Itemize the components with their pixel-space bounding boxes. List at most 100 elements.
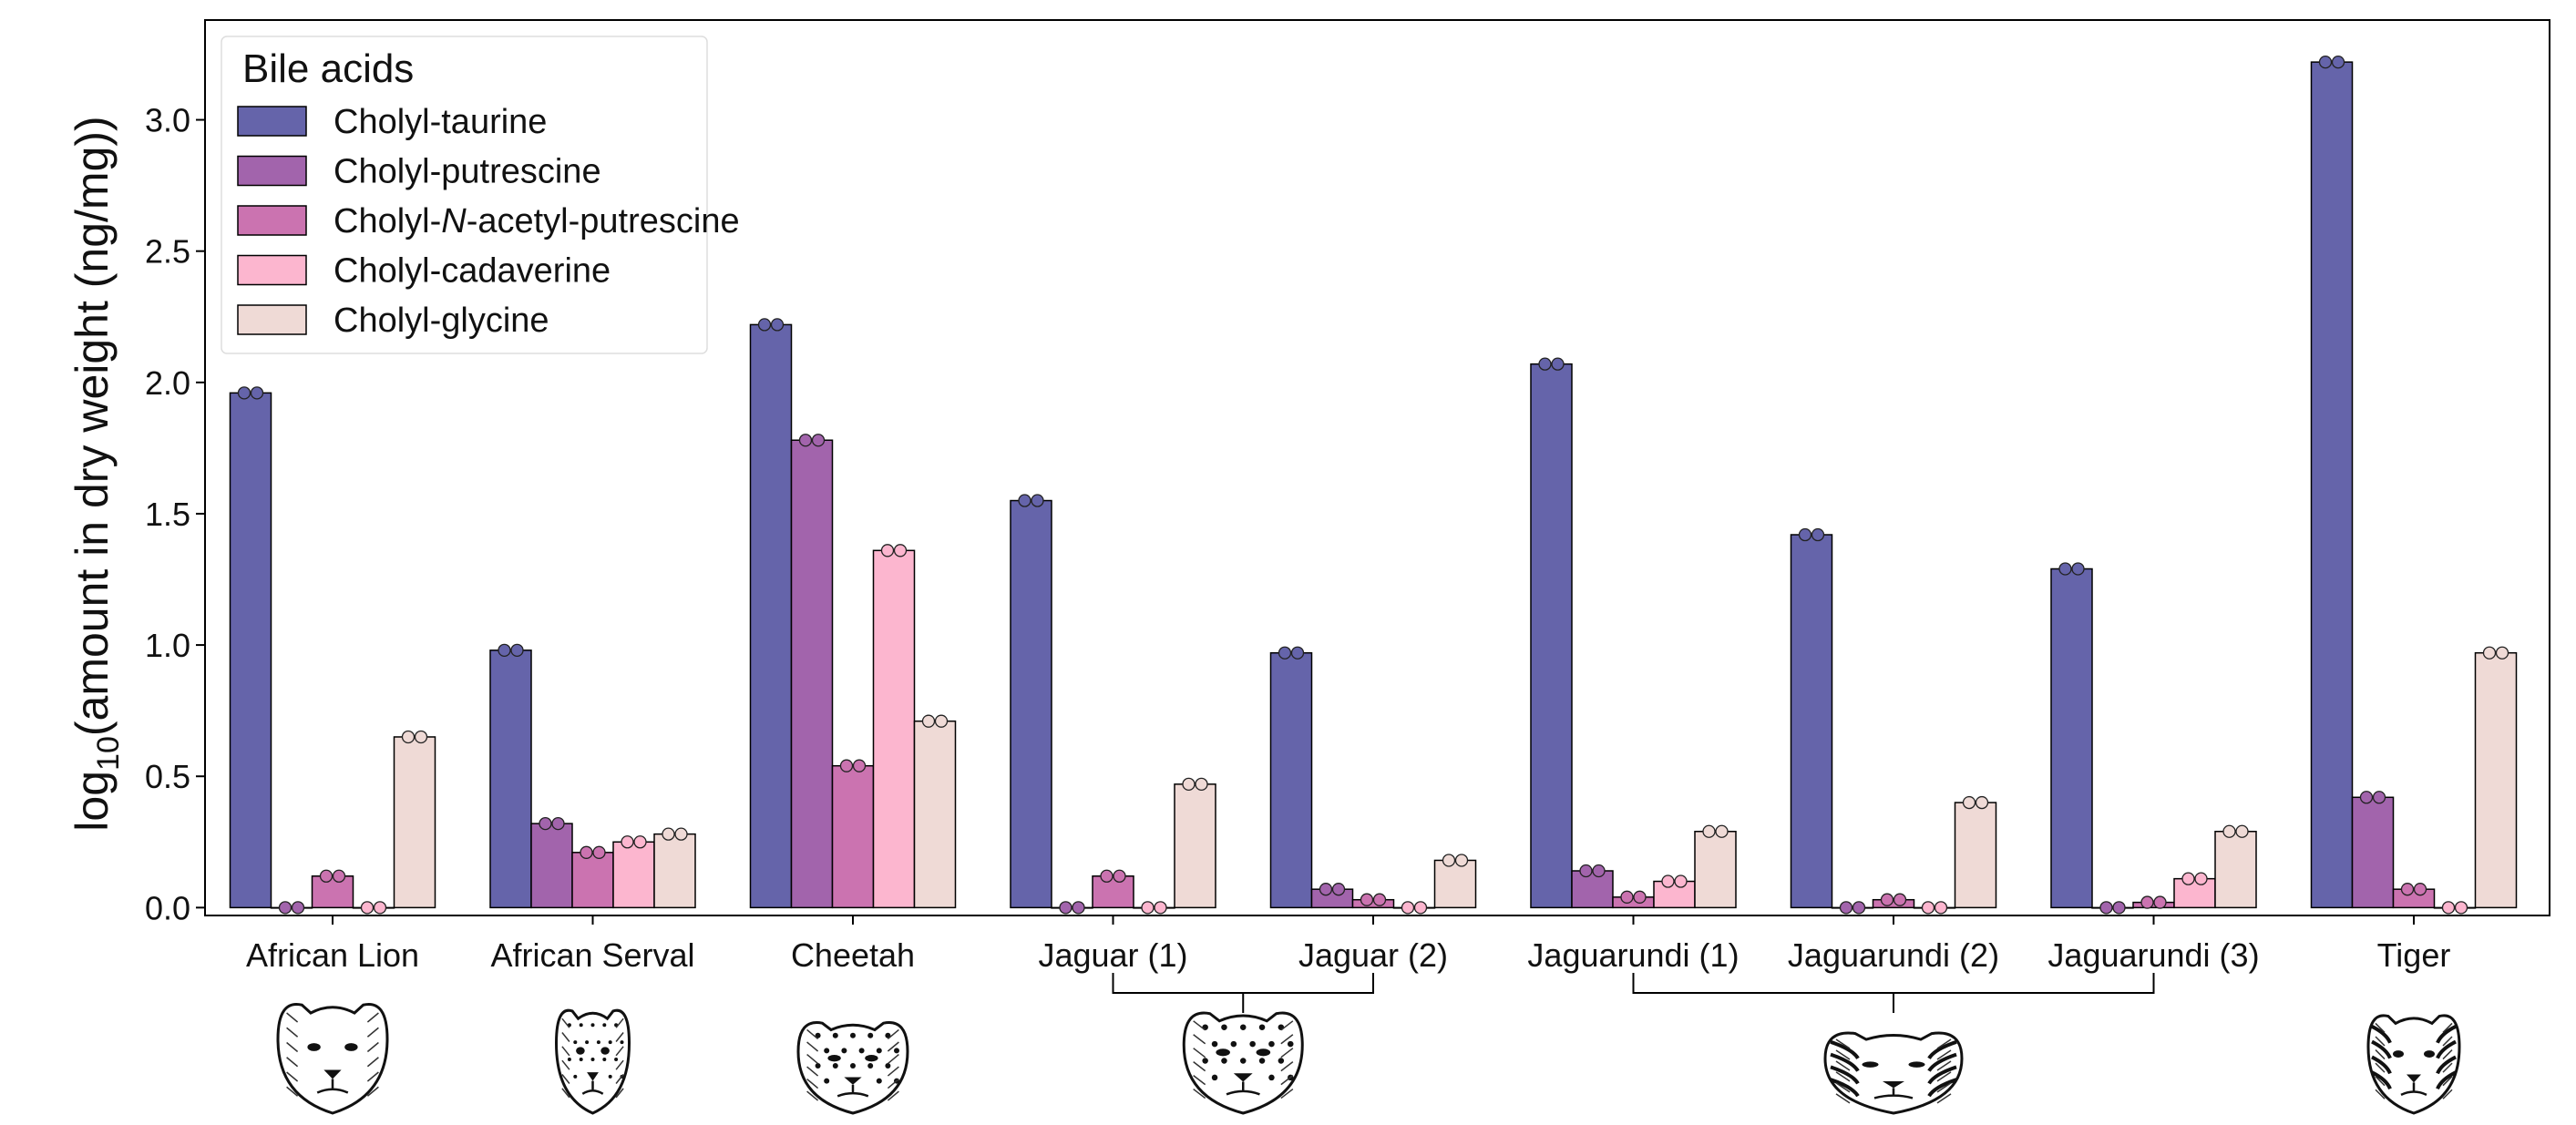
legend-label-4: Cholyl-cadaverine [334, 252, 611, 291]
replicate-point-african-serval-cholyl-glycine-2 [674, 827, 688, 841]
bar-tiger-cholyl-putrescine [2351, 796, 2395, 909]
replicate-point-jaguar-1-cholyl-taurine-1 [1018, 494, 1031, 507]
bar-cheetah-cholyl-putrescine [790, 439, 834, 909]
replicate-point-jaguarundi-2-cholyl-putrescine-1 [1839, 901, 1853, 915]
replicate-point-jaguarundi-1-cholyl-putrescine-2 [1592, 864, 1606, 878]
bar-african-serval-cholyl-glycine [653, 833, 696, 909]
legend-swatch-3 [237, 205, 307, 236]
replicate-point-tiger-cholyl-cadaverine-1 [2441, 901, 2456, 915]
bar-jaguarundi-2-cholyl-taurine [1790, 534, 1833, 909]
plot-area-frame [204, 19, 2550, 916]
legend-label-2: Cholyl-putrescine [334, 153, 601, 191]
legend-title: Bile acids [242, 46, 414, 91]
y-axis: 0.0 0.5 1.0 1.5 2.0 2.5 3.0 [145, 102, 205, 926]
replicate-point-african-serval-cholyl-taurine-2 [510, 643, 524, 657]
legend-label-3: Cholyl-N-acetyl-putrescine [334, 202, 740, 240]
replicate-point-african-lion-cholyl-taurine-1 [237, 386, 251, 400]
replicate-point-cheetah-cholyl-putrescine-2 [811, 434, 826, 447]
bar-jaguarundi-1-cholyl-taurine [1530, 363, 1573, 909]
x-tick-label-cheetah: Cheetah [791, 936, 915, 974]
replicate-point-jaguar-1-cholyl-cadaverine-2 [1154, 901, 1167, 915]
replicate-point-jaguarundi-2-cholyl-glycine-1 [1962, 795, 1976, 810]
bar-tiger-cholyl-n-acetyl-putrescine [2392, 888, 2436, 909]
group-bracket-jaguarundi [1632, 973, 2155, 1013]
bar-jaguarundi-1-cholyl-n-acetyl-putrescine [1612, 896, 1655, 909]
replicate-point-jaguar-2-cholyl-n-acetyl-putrescine-2 [1372, 893, 1387, 906]
legend-swatch-4 [237, 254, 307, 286]
replicate-point-jaguarundi-3-cholyl-taurine-2 [2071, 562, 2085, 576]
replicate-point-african-lion-cholyl-cadaverine-2 [373, 901, 387, 915]
legend-label-5: Cholyl-glycine [334, 302, 549, 340]
bar-african-serval-cholyl-cadaverine [612, 841, 655, 909]
serval-icon [554, 1008, 631, 1115]
replicate-point-jaguarundi-1-cholyl-glycine-1 [1702, 824, 1716, 838]
x-tick-label-african-serval: African Serval [490, 936, 694, 974]
replicate-point-cheetah-cholyl-n-acetyl-putrescine-2 [852, 759, 867, 772]
replicate-point-jaguarundi-1-cholyl-taurine-1 [1538, 357, 1552, 371]
replicate-point-african-lion-cholyl-taurine-2 [250, 386, 264, 400]
replicate-point-cheetah-cholyl-cadaverine-2 [893, 544, 908, 557]
bar-jaguar-1-cholyl-glycine [1174, 783, 1216, 909]
replicate-point-jaguarundi-2-cholyl-cadaverine-1 [1921, 901, 1935, 915]
replicate-point-african-serval-cholyl-cadaverine-2 [633, 835, 647, 849]
replicate-point-jaguar-2-cholyl-cadaverine-2 [1413, 901, 1428, 915]
bar-jaguarundi-3-cholyl-glycine [2214, 831, 2257, 909]
bar-jaguarundi-1-cholyl-cadaverine [1653, 880, 1696, 909]
bar-jaguarundi-2-cholyl-glycine [1954, 802, 1997, 909]
replicate-point-jaguarundi-1-cholyl-cadaverine-2 [1674, 874, 1688, 888]
legend-label-1: Cholyl-taurine [334, 103, 547, 141]
replicate-point-jaguarundi-3-cholyl-cadaverine-1 [2181, 872, 2195, 885]
replicate-point-cheetah-cholyl-glycine-2 [934, 714, 949, 728]
replicate-point-jaguar-1-cholyl-n-acetyl-putrescine-1 [1100, 869, 1114, 883]
lion-icon [276, 1002, 389, 1115]
bar-african-serval-cholyl-taurine [489, 649, 532, 909]
replicate-point-jaguar-2-cholyl-glycine-2 [1454, 854, 1469, 867]
y-axis-title-subscript: 10 [91, 736, 126, 771]
bar-tiger-cholyl-taurine [2310, 61, 2354, 909]
replicate-point-tiger-cholyl-cadaverine-2 [2454, 901, 2468, 915]
replicate-point-jaguar-1-cholyl-taurine-2 [1031, 494, 1044, 507]
y-tick-label: 0.5 [145, 758, 190, 795]
replicate-point-jaguarundi-2-cholyl-glycine-2 [1975, 795, 1989, 810]
bar-cheetah-cholyl-n-acetyl-putrescine [831, 764, 875, 909]
replicate-point-jaguarundi-3-cholyl-glycine-1 [2222, 824, 2236, 838]
replicate-point-jaguarundi-2-cholyl-taurine-2 [1811, 527, 1825, 542]
bar-african-lion-cholyl-taurine [229, 392, 272, 909]
y-tick-label: 1.0 [145, 627, 190, 664]
bar-african-lion-cholyl-glycine [393, 736, 436, 909]
bar-jaguarundi-1-cholyl-glycine [1694, 831, 1737, 909]
y-tick-label: 3.0 [145, 102, 190, 139]
x-tick-label-jaguarundi-1: Jaguarundi (1) [1527, 936, 1739, 974]
replicate-point-tiger-cholyl-putrescine-1 [2359, 791, 2374, 804]
bar-jaguarundi-3-cholyl-taurine [2050, 568, 2093, 909]
legend-entries: Cholyl-taurine Cholyl-putrescine Cholyl-N-… [237, 103, 740, 340]
bar-jaguarundi-3-cholyl-cadaverine [2173, 877, 2216, 909]
replicate-point-jaguar-1-cholyl-putrescine-1 [1059, 901, 1072, 915]
replicate-point-jaguarundi-3-cholyl-glycine-2 [2235, 824, 2249, 838]
replicate-point-tiger-cholyl-glycine-1 [2482, 646, 2497, 660]
replicate-point-african-serval-cholyl-cadaverine-1 [621, 835, 634, 849]
x-tick-label-jaguarundi-2: Jaguarundi (2) [1788, 936, 1999, 974]
replicate-point-jaguarundi-3-cholyl-taurine-1 [2058, 562, 2072, 576]
bar-jaguar-2-cholyl-glycine [1433, 859, 1477, 909]
animal-icons [276, 1002, 2461, 1115]
bar-jaguarundi-1-cholyl-putrescine [1571, 870, 1614, 909]
x-tick-label-jaguarundi-3: Jaguarundi (3) [2047, 936, 2259, 974]
bar-cheetah-cholyl-glycine [913, 720, 957, 909]
replicate-point-african-serval-cholyl-n-acetyl-putrescine-2 [592, 845, 606, 859]
replicate-point-cheetah-cholyl-glycine-1 [921, 714, 936, 728]
replicate-point-jaguarundi-3-cholyl-cadaverine-2 [2194, 872, 2208, 885]
bar-jaguar-2-cholyl-taurine [1269, 651, 1313, 909]
replicate-point-african-lion-cholyl-glycine-2 [414, 730, 428, 744]
bar-african-serval-cholyl-putrescine [530, 823, 573, 909]
replicate-point-african-serval-cholyl-glycine-1 [662, 827, 675, 841]
legend-swatch-5 [237, 304, 307, 335]
replicate-point-cheetah-cholyl-taurine-1 [757, 318, 772, 332]
y-axis-title-log: log [67, 771, 118, 832]
tiger-icon [2366, 1014, 2461, 1115]
replicate-point-african-lion-cholyl-cadaverine-1 [360, 901, 375, 915]
bar-cheetah-cholyl-taurine [749, 323, 793, 909]
replicate-point-cheetah-cholyl-n-acetyl-putrescine-1 [839, 759, 854, 772]
replicate-point-jaguar-1-cholyl-putrescine-2 [1072, 901, 1085, 915]
replicate-point-tiger-cholyl-n-acetyl-putrescine-2 [2413, 883, 2427, 896]
